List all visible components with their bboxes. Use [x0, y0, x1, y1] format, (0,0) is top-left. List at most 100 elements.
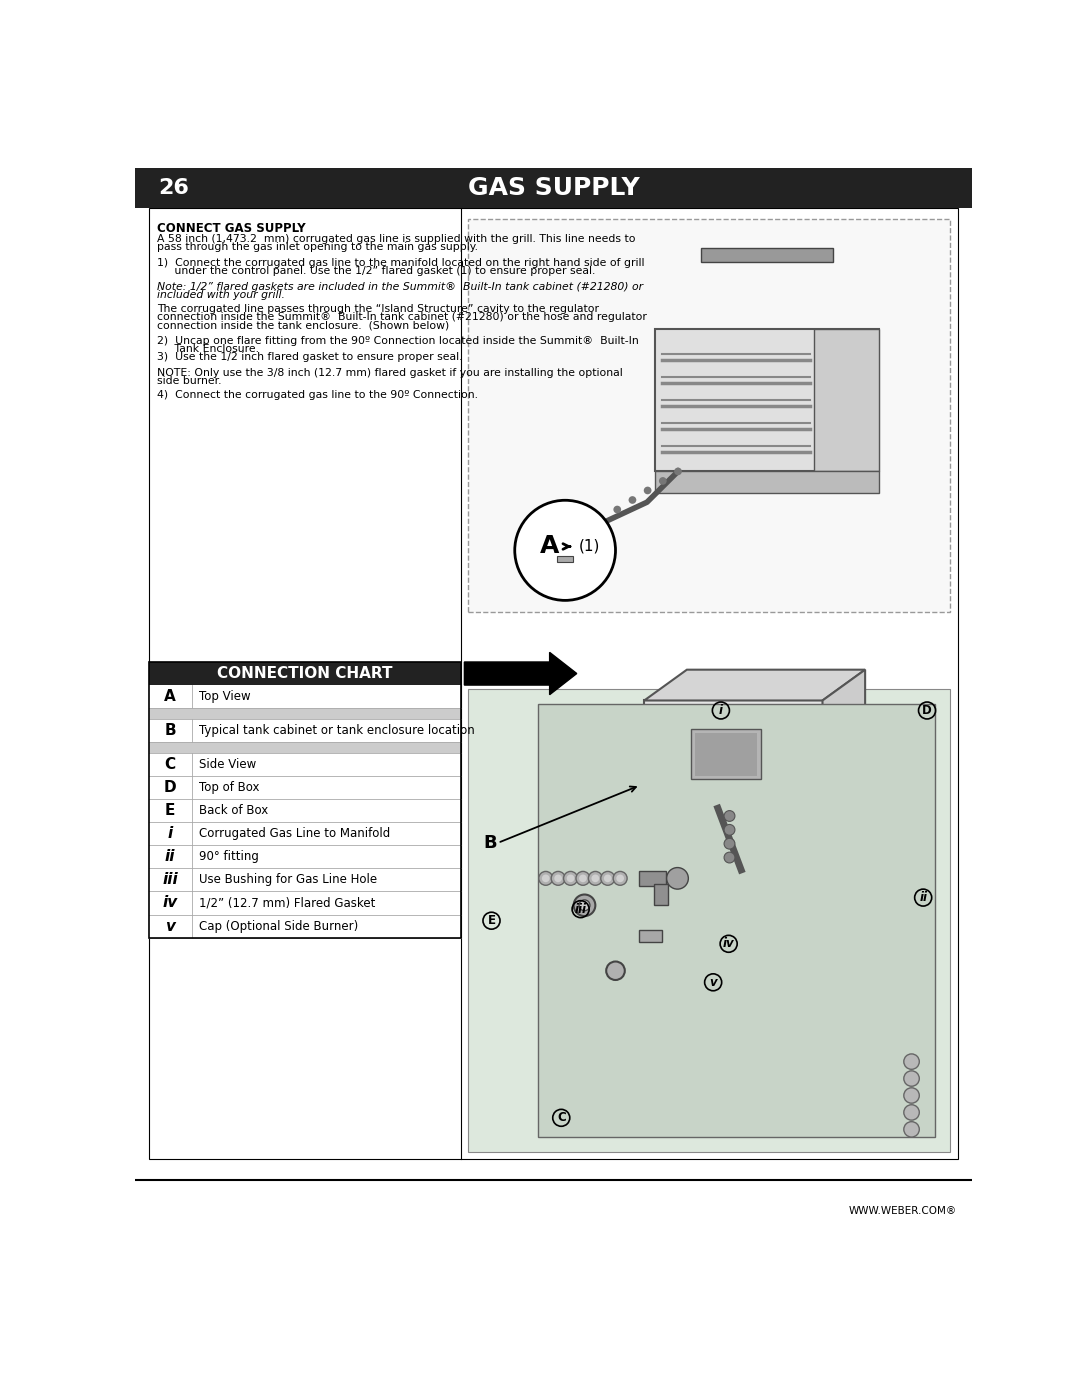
Bar — [638, 930, 662, 942]
Text: ii: ii — [919, 891, 927, 904]
Circle shape — [576, 872, 590, 886]
Circle shape — [551, 872, 565, 886]
Bar — [538, 704, 935, 1137]
Text: WWW.WEBER.COM®: WWW.WEBER.COM® — [849, 1206, 957, 1215]
Circle shape — [515, 500, 616, 601]
Bar — [149, 845, 460, 869]
Bar — [149, 753, 460, 775]
Text: The corrugated line passes through the “Island Structure” cavity to the regulato: The corrugated line passes through the “… — [157, 305, 598, 314]
Text: included with your grill.: included with your grill. — [157, 289, 285, 300]
Circle shape — [539, 872, 553, 886]
Circle shape — [592, 875, 599, 882]
Text: C: C — [164, 757, 176, 773]
Bar — [694, 733, 757, 775]
Text: NOTE: Only use the 3/8 inch (12.7 mm) flared gasket if you are installing the op: NOTE: Only use the 3/8 inch (12.7 mm) fl… — [157, 367, 622, 377]
Bar — [149, 869, 460, 891]
Bar — [149, 823, 460, 845]
Bar — [149, 799, 460, 823]
Text: side burner.: side burner. — [157, 376, 221, 386]
Bar — [149, 915, 460, 937]
Bar — [149, 719, 460, 742]
Text: i: i — [719, 704, 723, 717]
Text: D: D — [922, 704, 932, 717]
Circle shape — [573, 894, 595, 916]
Text: iv: iv — [723, 937, 734, 950]
Circle shape — [542, 875, 550, 882]
Bar — [691, 729, 760, 780]
Text: A: A — [540, 535, 559, 559]
Text: Corrugated Gas Line to Manifold: Corrugated Gas Line to Manifold — [200, 827, 391, 840]
Text: 4)  Connect the corrugated gas line to the 90º Connection.: 4) Connect the corrugated gas line to th… — [157, 390, 477, 400]
Circle shape — [666, 868, 688, 888]
Text: ii: ii — [165, 849, 176, 865]
Text: iii: iii — [575, 902, 586, 915]
Bar — [149, 208, 958, 1158]
Circle shape — [904, 1071, 919, 1087]
Circle shape — [564, 872, 578, 886]
Text: 2)  Uncap one flare fitting from the 90º Connection located inside the Summit®  : 2) Uncap one flare fitting from the 90º … — [157, 335, 638, 346]
Text: 26: 26 — [159, 177, 189, 197]
Circle shape — [600, 872, 615, 886]
Circle shape — [579, 900, 590, 911]
Circle shape — [724, 824, 734, 835]
Bar — [557, 556, 572, 562]
Bar — [813, 328, 879, 471]
Bar — [638, 870, 666, 886]
Bar — [149, 662, 460, 937]
Circle shape — [579, 875, 586, 882]
Text: B: B — [484, 834, 498, 852]
Circle shape — [613, 872, 627, 886]
Bar — [654, 884, 669, 905]
Text: iv: iv — [163, 895, 178, 911]
Bar — [469, 219, 950, 612]
Text: E: E — [487, 914, 496, 928]
Text: under the control panel. Use the 1/2” flared gasket (1) to ensure proper seal.: under the control panel. Use the 1/2” fl… — [157, 265, 595, 275]
Polygon shape — [823, 669, 865, 809]
Circle shape — [904, 1105, 919, 1120]
Circle shape — [604, 875, 611, 882]
Bar — [149, 742, 460, 753]
Circle shape — [904, 1088, 919, 1104]
Text: GAS SUPPLY: GAS SUPPLY — [468, 176, 639, 200]
FancyArrow shape — [464, 652, 577, 694]
Text: Note: 1/2” flared gaskets are included in the Summit®  Built-In tank cabinet (#2: Note: 1/2” flared gaskets are included i… — [157, 282, 643, 292]
Circle shape — [904, 1122, 919, 1137]
Text: Cap (Optional Side Burner): Cap (Optional Side Burner) — [200, 919, 359, 933]
Circle shape — [606, 961, 625, 979]
Text: A 58 inch (1,473.2  mm) corrugated gas line is supplied with the grill. This lin: A 58 inch (1,473.2 mm) corrugated gas li… — [157, 233, 635, 244]
Circle shape — [644, 486, 651, 495]
Bar — [654, 471, 879, 493]
Text: 1)  Connect the corrugated gas line to the manifold located on the right hand si: 1) Connect the corrugated gas line to th… — [157, 257, 644, 268]
Text: Side View: Side View — [200, 759, 257, 771]
Circle shape — [724, 852, 734, 863]
Bar — [149, 891, 460, 915]
Circle shape — [629, 496, 636, 504]
Text: Top of Box: Top of Box — [200, 781, 260, 793]
Bar — [149, 775, 460, 799]
Text: Back of Box: Back of Box — [200, 805, 269, 817]
Circle shape — [567, 875, 575, 882]
Bar — [701, 247, 833, 261]
Text: B: B — [164, 724, 176, 738]
Bar — [149, 685, 460, 708]
Text: D: D — [164, 780, 176, 795]
Polygon shape — [645, 700, 823, 809]
Bar — [149, 708, 460, 719]
Text: 90° fitting: 90° fitting — [200, 851, 259, 863]
Bar — [469, 689, 950, 1153]
Text: Use Bushing for Gas Line Hole: Use Bushing for Gas Line Hole — [200, 873, 377, 886]
Circle shape — [724, 810, 734, 821]
Circle shape — [554, 875, 562, 882]
Text: pass through the gas inlet opening to the main gas supply.: pass through the gas inlet opening to th… — [157, 242, 477, 251]
Text: CONNECTION CHART: CONNECTION CHART — [217, 666, 392, 680]
Text: CONNECT GAS SUPPLY: CONNECT GAS SUPPLY — [157, 222, 306, 235]
Text: connection inside the tank enclosure.  (Shown below): connection inside the tank enclosure. (S… — [157, 320, 449, 330]
Text: i: i — [167, 826, 173, 841]
Text: Typical tank cabinet or tank enclosure location: Typical tank cabinet or tank enclosure l… — [200, 724, 475, 738]
Circle shape — [674, 468, 681, 475]
Text: E: E — [165, 803, 175, 819]
Text: 3)  Use the 1/2 inch flared gasket to ensure proper seal.: 3) Use the 1/2 inch flared gasket to ens… — [157, 352, 462, 362]
Polygon shape — [645, 669, 865, 700]
Text: C: C — [557, 1112, 566, 1125]
Text: iii: iii — [162, 872, 178, 887]
